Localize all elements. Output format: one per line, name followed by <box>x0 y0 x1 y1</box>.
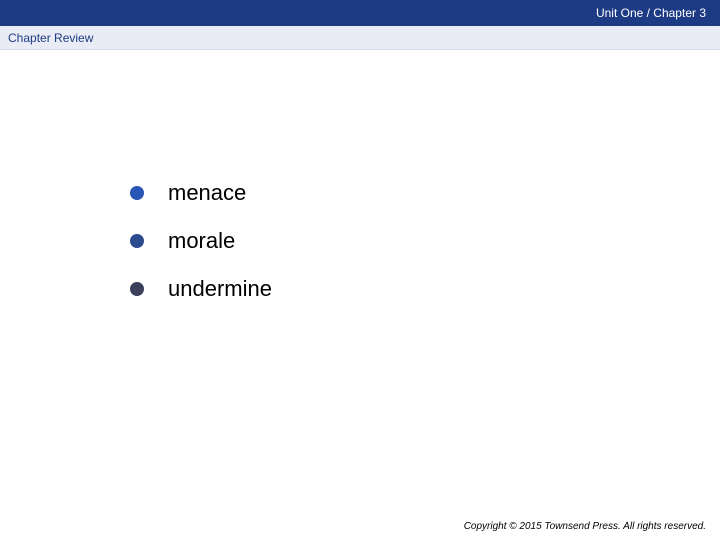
word-label: morale <box>168 228 235 254</box>
bullet-icon <box>130 234 144 248</box>
list-item: morale <box>130 228 272 254</box>
bullet-icon <box>130 282 144 296</box>
header-breadcrumb: Unit One / Chapter 3 <box>596 6 706 20</box>
subheader-bar: Chapter Review <box>0 26 720 50</box>
word-list: menace morale undermine <box>130 180 272 324</box>
bullet-icon <box>130 186 144 200</box>
copyright-footer: Copyright © 2015 Townsend Press. All rig… <box>464 521 706 532</box>
list-item: menace <box>130 180 272 206</box>
word-label: undermine <box>168 276 272 302</box>
word-label: menace <box>168 180 246 206</box>
header-bar: Unit One / Chapter 3 <box>0 0 720 26</box>
list-item: undermine <box>130 276 272 302</box>
subheader-title: Chapter Review <box>8 31 93 45</box>
